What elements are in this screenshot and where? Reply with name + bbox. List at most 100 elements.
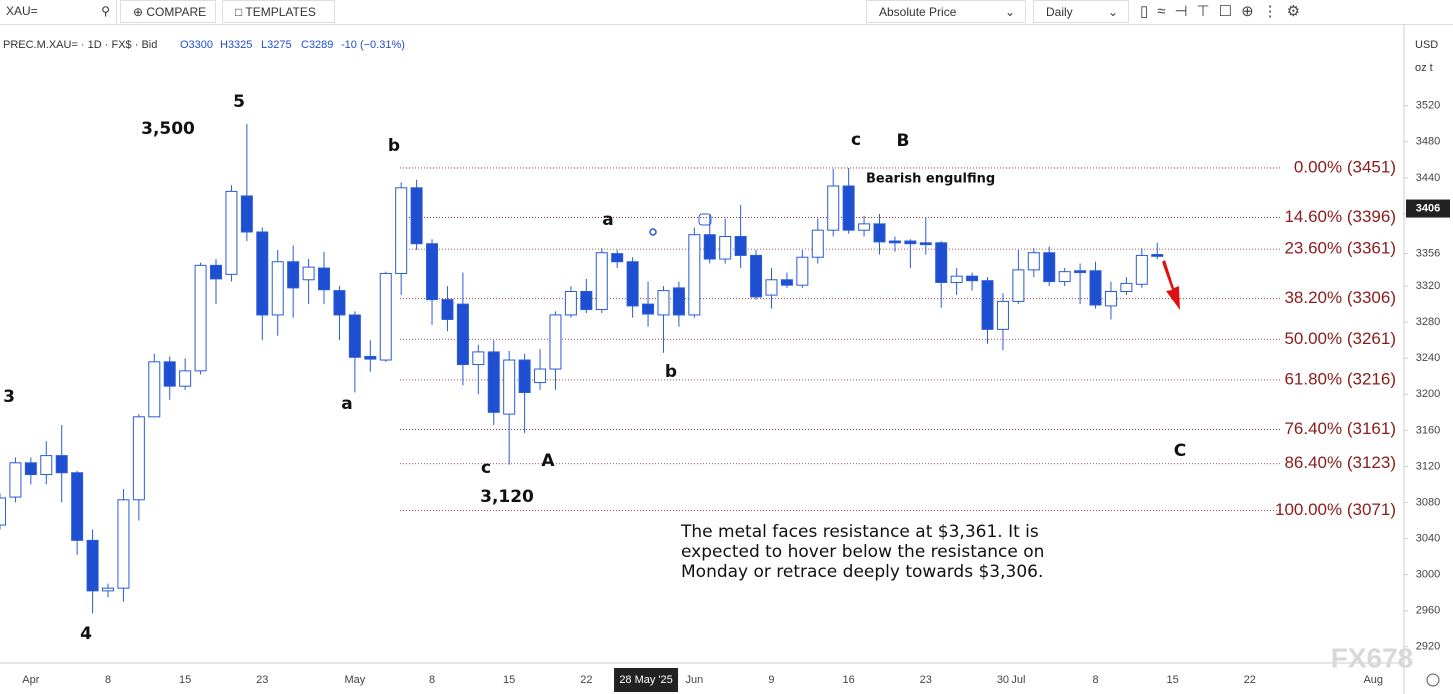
templates-button[interactable]: □ TEMPLATES [222, 0, 335, 23]
annotation: 3,120 [480, 487, 534, 507]
interval-dropdown[interactable]: Daily ⌄ [1033, 0, 1129, 23]
annotation: 3,500 [141, 119, 195, 139]
x-tick-label: 9 [768, 674, 774, 686]
x-tick-label: 15 [1167, 674, 1179, 686]
candle-body [966, 275, 979, 282]
candle-body [441, 299, 454, 320]
change: -10 (−0.31%) [341, 39, 405, 51]
level-label: 14.60% (3396) [1284, 207, 1396, 226]
candle-body [919, 242, 932, 246]
toolbar: XAU= ⚲ ⊕ COMPARE □ TEMPLATES Absolute Pri… [0, 0, 1453, 25]
crosshair-date-box [614, 668, 679, 692]
candle-body [642, 303, 655, 315]
annotation: B [897, 131, 910, 151]
candle-body [626, 261, 639, 307]
annotation: 4 [80, 624, 92, 644]
candle-body [132, 416, 145, 501]
compare-button[interactable]: ⊕ COMPARE [120, 0, 216, 23]
candle-body [1104, 290, 1117, 307]
level-label: 100.00% (3071) [1275, 500, 1396, 519]
candle-body [1151, 254, 1164, 257]
candle-body [672, 287, 685, 316]
compare-label: COMPARE [146, 5, 207, 19]
candle-body [842, 185, 855, 231]
y-tick-label: 2920 [1416, 641, 1440, 653]
note-line: The metal faces resistance at $3,361. It… [680, 522, 1039, 542]
y-tick-label: 3040 [1416, 532, 1440, 544]
level-label: 0.00% (3451) [1294, 157, 1396, 176]
tool-icons[interactable]: ▯≈⊣⊤☐⊕⋮⚙ [1140, 3, 1310, 20]
candle-body [102, 587, 114, 592]
candle-body [240, 195, 253, 233]
candle-body [40, 455, 53, 476]
candle-body [1089, 270, 1102, 306]
y-tick-label: 3320 [1416, 280, 1440, 292]
candle-body [873, 223, 886, 243]
level-label: 23.60% (3361) [1284, 239, 1396, 258]
candle-body [71, 472, 84, 541]
candle-body [1135, 254, 1148, 285]
y-tick-label: 3280 [1416, 316, 1440, 328]
price-marker: 3406 [1416, 202, 1440, 214]
candle-body [179, 370, 192, 387]
x-tick-label: May [344, 674, 365, 686]
symbol: XAU= [6, 4, 38, 18]
candle-body [796, 256, 809, 286]
level-label: 76.40% (3161) [1284, 419, 1396, 438]
x-tick-label: 8 [429, 674, 435, 686]
currency[interactable]: USD [1415, 39, 1438, 51]
candle-body [0, 497, 6, 526]
candle-body [564, 290, 577, 316]
y-tick-label: 3356 [1416, 248, 1440, 260]
candle-body [549, 314, 562, 370]
x-tick-label: 15 [503, 674, 515, 686]
x-tick-label: 16 [843, 674, 855, 686]
x-tick-label: Aug [1363, 674, 1383, 686]
candle-body [935, 242, 948, 283]
candle-body [487, 351, 500, 413]
annotation: c [851, 130, 861, 150]
level-label: 86.40% (3123) [1284, 453, 1396, 472]
search-box[interactable]: XAU= ⚲ [0, 0, 117, 23]
instrument: PREC.M.XAU= · 1D · FX$ · Bid [3, 39, 157, 51]
candle-body [904, 240, 917, 245]
candle-body [981, 280, 994, 330]
candle-body [117, 499, 130, 589]
candle-body [287, 261, 300, 289]
candle-body [780, 279, 793, 286]
candle-body [765, 279, 778, 296]
note-line: Monday or retrace deeply towards $3,306. [681, 562, 1043, 582]
unit[interactable]: oz t [1415, 62, 1433, 74]
ohlc-close: C3289 [301, 39, 333, 51]
note-line: expected to hover below the resistance o… [681, 542, 1044, 562]
marker-square [698, 213, 712, 226]
ohlc-open: O3300 [180, 39, 213, 51]
candle-body [827, 185, 840, 231]
settings-icon[interactable] [1426, 673, 1440, 687]
annotation: Bearish engulfing [866, 172, 995, 187]
candle-body [426, 243, 439, 301]
candle-body [348, 314, 361, 358]
candle-body [456, 303, 469, 366]
y-tick-label: 3160 [1416, 424, 1440, 436]
candle-body [1058, 271, 1071, 283]
price-mode-dropdown[interactable]: Absolute Price ⌄ [866, 0, 1026, 23]
candle-body [580, 290, 593, 311]
x-tick-label: Jul [1011, 674, 1025, 686]
x-tick-label: 8 [105, 674, 111, 686]
x-tick-label: 23 [920, 674, 932, 686]
price-mode: Absolute Price [879, 5, 957, 19]
candle-body [9, 462, 22, 498]
candle-body [55, 455, 68, 474]
interval: Daily [1046, 5, 1073, 19]
y-tick-label: 3200 [1416, 388, 1440, 400]
candle-body [1074, 270, 1087, 274]
candle-body [858, 223, 871, 231]
level-label: 50.00% (3261) [1284, 329, 1396, 348]
annotation: a [602, 210, 613, 230]
candle-body [86, 539, 99, 592]
candle-body [333, 290, 346, 316]
price-marker-box [1406, 199, 1450, 218]
candle-body [688, 234, 701, 316]
candle-body [379, 272, 392, 361]
